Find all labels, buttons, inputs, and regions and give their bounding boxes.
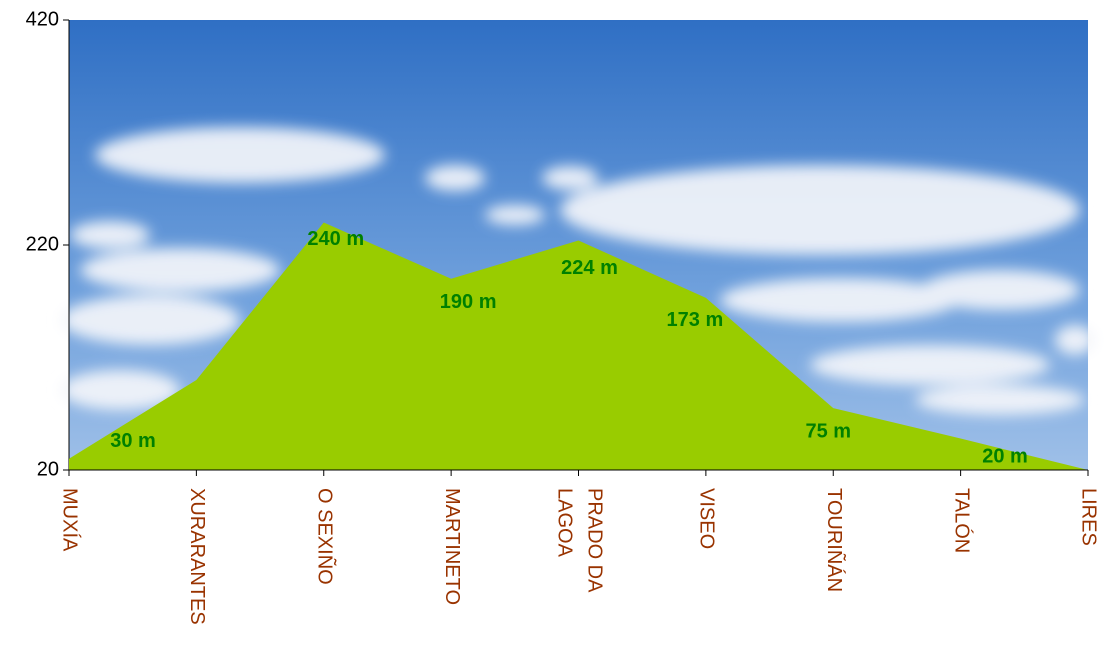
x-tick-label: PRADO DA LAGOA (553, 488, 605, 597)
y-tick-label: 220 (26, 233, 59, 255)
data-label: 240 m (307, 228, 364, 250)
data-label: 30 m (110, 430, 156, 452)
y-tick-label: 20 (37, 458, 59, 480)
x-tick-label: MARTINETO (441, 488, 463, 605)
x-tick-label: MUXÍA (59, 488, 82, 552)
data-label: 20 m (982, 445, 1028, 467)
data-label: 224 m (561, 257, 618, 279)
y-tick-label: 420 (26, 8, 59, 30)
x-tick-label: LIRES (1078, 488, 1100, 546)
x-tick-label: TALÓN (950, 488, 973, 553)
x-tick-label: XURARANTES (186, 488, 208, 625)
data-label: 190 m (440, 291, 497, 313)
data-label: 173 m (667, 309, 724, 331)
area (69, 222, 1088, 470)
x-tick-label: VISEO (696, 488, 718, 549)
x-tick-label: TOURIÑÁN (823, 488, 847, 592)
data-label: 75 m (805, 420, 851, 442)
x-tick-label: O SEXIÑO (313, 488, 337, 585)
